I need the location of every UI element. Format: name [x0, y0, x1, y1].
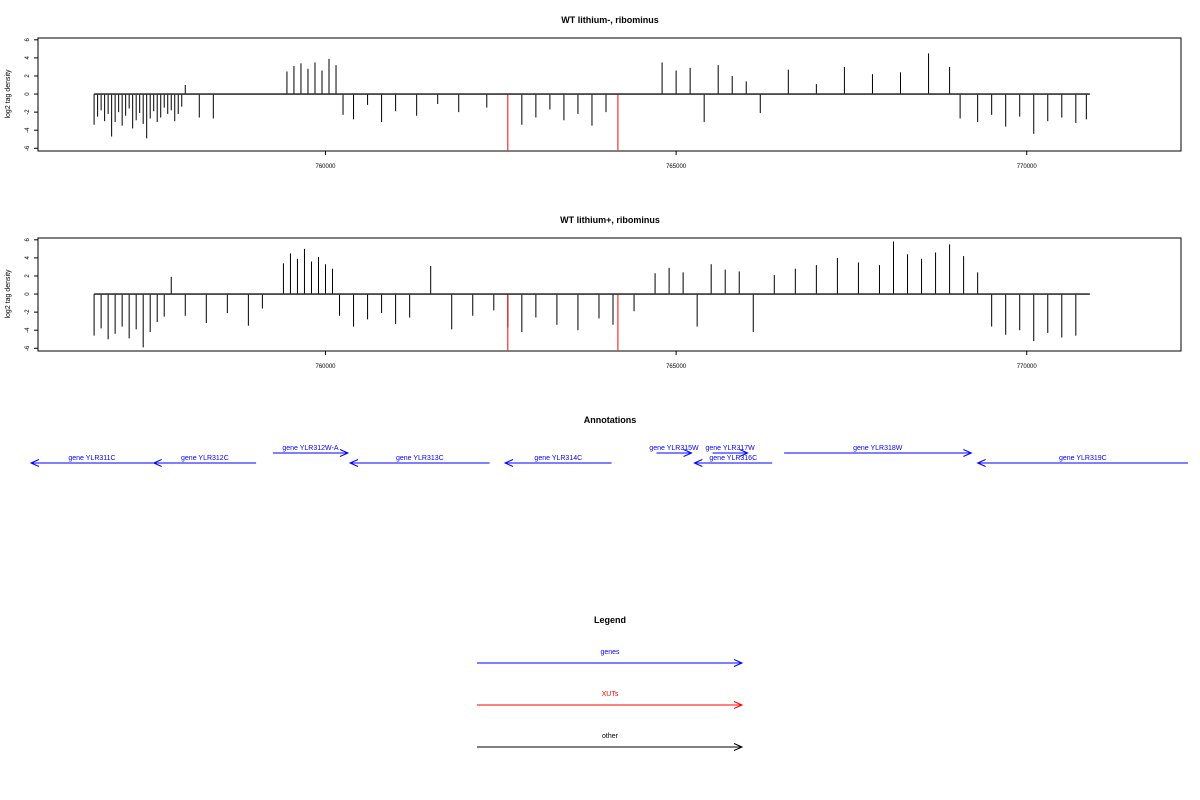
legend-title: Legend — [594, 615, 626, 625]
arrowhead-icon — [29, 459, 40, 467]
legend-label: XUTs — [602, 691, 619, 698]
gene-label: gene YLR315W — [649, 445, 699, 452]
y-tick-label: -4 — [25, 127, 31, 133]
gene-label: gene YLR318W — [853, 445, 903, 452]
arrowhead-icon — [976, 459, 986, 467]
density-bars — [93, 241, 1090, 351]
gene-feature: gene YLR312W-A — [272, 445, 350, 457]
arrowhead-icon — [348, 459, 359, 467]
arrowhead-icon — [733, 743, 744, 751]
y-axis: -6 -4 -2 0 2 4 6 — [25, 237, 38, 351]
y-tick-label: 2 — [25, 274, 31, 278]
gene-feature: gene YLR319C — [976, 455, 1189, 467]
gene-label: gene YLR319C — [1059, 455, 1107, 462]
gene-feature: gene YLR311C — [29, 455, 154, 467]
arrowhead-icon — [693, 459, 703, 467]
gene-feature: gene YLR316C — [693, 455, 773, 467]
arrowhead-icon — [739, 449, 749, 457]
y-axis-label: log2 tag density — [5, 69, 12, 119]
gene-label: gene YLR313C — [396, 455, 444, 462]
y-tick-label: -4 — [25, 327, 31, 333]
gene-label: gene YLR312C — [181, 455, 229, 462]
y-tick-label: -2 — [25, 109, 31, 115]
y-axis-label-group: log2 tag density — [5, 269, 12, 319]
y-tick-label: 6 — [25, 237, 31, 241]
density-bars — [93, 53, 1090, 151]
gene-label: gene YLR314C — [534, 455, 582, 462]
legend-label: other — [602, 733, 619, 740]
legend-item: XUTs — [477, 691, 744, 709]
legend-items: genes XUTs other — [477, 649, 744, 751]
y-axis-label-group: log2 tag density — [5, 69, 12, 119]
annotations-panel: Annotations gene YLR311C gene YLR312Cgene… — [29, 415, 1189, 467]
y-tick-label: 4 — [25, 56, 31, 60]
y-tick-label: -2 — [25, 309, 31, 315]
gene-feature: gene YLR317W — [705, 445, 755, 457]
gene-feature: gene YLR313C — [348, 455, 490, 467]
gene-feature: gene YLR315W — [649, 445, 699, 457]
legend-item: other — [477, 733, 744, 751]
y-tick-label: 2 — [25, 74, 31, 78]
x-tick-label: 770000 — [1017, 164, 1038, 170]
arrowhead-icon — [733, 701, 744, 709]
x-tick-label: 770000 — [1017, 364, 1038, 370]
panel-title: WT lithium+, ribominus — [560, 215, 660, 225]
legend-label: genes — [600, 649, 620, 656]
annotations-title: Annotations — [584, 415, 637, 425]
track-panel-lithium-plus: WT lithium+, ribominus log2 tag density … — [5, 215, 1182, 370]
arrowhead-icon — [339, 449, 350, 457]
gene-label: gene YLR311C — [68, 455, 115, 462]
arrowhead-icon — [683, 449, 693, 457]
x-tick-label: 765000 — [666, 164, 687, 170]
arrowhead-icon — [503, 459, 514, 467]
y-tick-label: -6 — [25, 345, 31, 351]
gene-feature: gene YLR314C — [503, 455, 612, 467]
gene-label: gene YLR316C — [709, 455, 757, 462]
gene-feature: gene YLR312C — [152, 455, 257, 467]
arrowhead-icon — [152, 459, 162, 467]
y-tick-label: 0 — [25, 292, 31, 296]
gene-label: gene YLR312W-A — [282, 445, 338, 452]
y-tick-label: 6 — [25, 37, 31, 41]
legend: Legend genes XUTs other — [477, 615, 744, 751]
x-axis: 760000 765000 770000 — [315, 351, 1037, 370]
gene-label: gene YLR317W — [705, 445, 755, 452]
x-tick-label: 765000 — [666, 364, 687, 370]
y-axis-label: log2 tag density — [5, 269, 12, 319]
arrowhead-icon — [733, 659, 744, 667]
y-axis: -6 -4 -2 0 2 4 6 — [25, 37, 38, 151]
y-tick-label: 0 — [25, 92, 31, 96]
x-tick-label: 760000 — [315, 364, 336, 370]
panel-title: WT lithium-, ribominus — [561, 15, 659, 25]
track-panel-lithium-minus: WT lithium-, ribominus log2 tag density … — [5, 15, 1182, 170]
legend-item: genes — [477, 649, 744, 667]
gene-feature: gene YLR318W — [784, 445, 973, 457]
gene-tracks: gene YLR311C gene YLR312C gene YLR312W-A ge… — [29, 445, 1189, 467]
x-axis: 760000 765000 770000 — [315, 151, 1037, 170]
y-tick-label: 4 — [25, 256, 31, 260]
x-tick-label: 760000 — [315, 164, 336, 170]
arrowhead-icon — [963, 449, 973, 457]
y-tick-label: -6 — [25, 145, 31, 151]
